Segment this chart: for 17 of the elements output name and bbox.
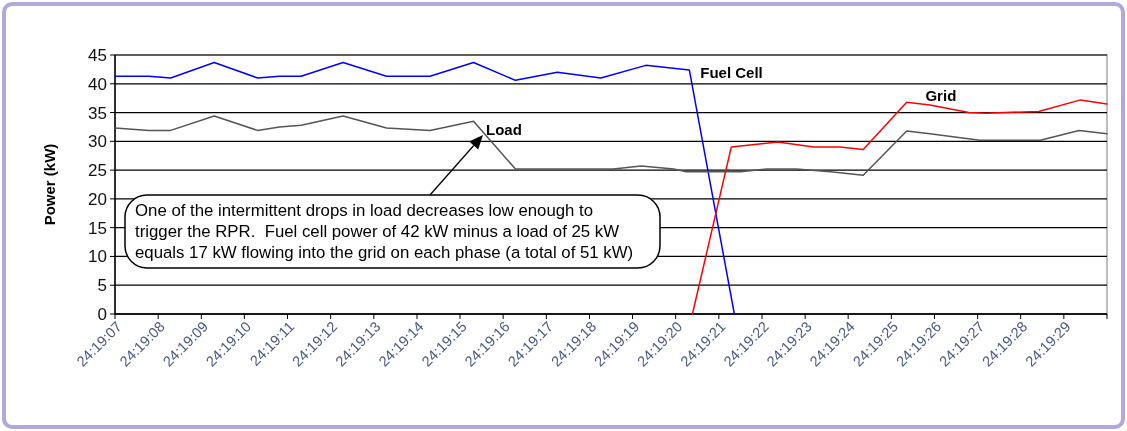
y-tick-label: 10 (88, 247, 107, 267)
line-series (114, 61, 736, 315)
line-series (691, 99, 1108, 315)
series-label: Load (486, 121, 522, 139)
y-tick-label: 20 (88, 189, 107, 209)
y-tick-label: 0 (97, 304, 107, 324)
series-label: Grid (925, 87, 957, 105)
y-tick-label: 25 (88, 161, 107, 181)
y-tick-label: 45 (88, 45, 107, 65)
y-tick-label: 30 (88, 132, 107, 152)
series-label: Fuel Cell (700, 64, 763, 82)
y-tick-label: 15 (88, 218, 107, 238)
y-tick-label: 5 (97, 276, 107, 296)
annotation: One of the intermittent drops in load decreases low enough to trigger the RPR. Fuel cell power of 42 kW minus a load of 25 kW equals 17 kW flowing into the grid on each phase (a total of 51 kW) (135, 201, 634, 262)
y-tick-label: 40 (88, 74, 107, 94)
y-tick-label: 35 (88, 103, 107, 123)
y-axis-title: Power (kW) (41, 143, 58, 226)
